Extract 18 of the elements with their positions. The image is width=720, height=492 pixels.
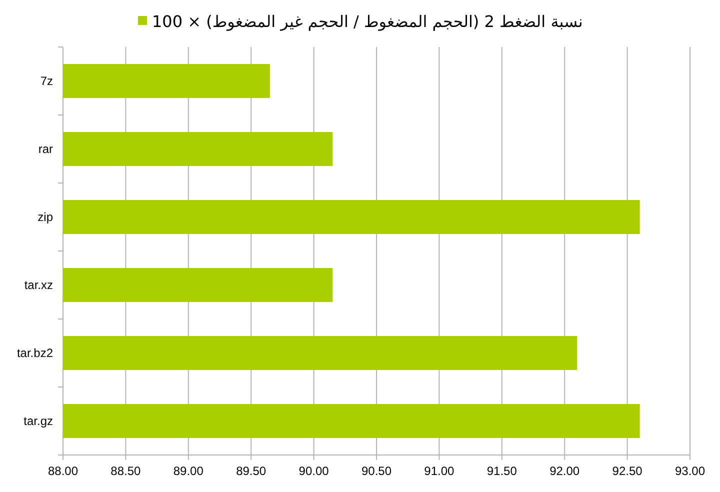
x-tick-label: 91.00 <box>424 464 455 478</box>
y-tick-label: tar.xz <box>24 278 53 292</box>
x-tick-label: 90.50 <box>361 464 392 478</box>
x-tick-label: 93.00 <box>674 464 706 478</box>
y-tick-label: rar <box>38 142 53 156</box>
y-tick-label: tar.gz <box>24 414 53 428</box>
x-tick-label: 90.00 <box>298 464 330 478</box>
y-tick-label: zip <box>38 210 54 224</box>
x-tick-label: 89.50 <box>236 464 266 478</box>
y-tick-label: 7z <box>40 74 53 88</box>
x-tick-label: 88.50 <box>110 464 142 478</box>
legend: نسبة الضغط 2 (الحجم المضغوط / الحجم غير المضغوط) × 100 <box>138 12 583 31</box>
x-tick-label: 92.00 <box>550 464 580 478</box>
x-tick-label: 91.50 <box>486 464 518 478</box>
x-tick-label: 88.00 <box>48 464 78 478</box>
y-tick-label: tar.bz2 <box>16 346 54 360</box>
x-tick-label: 92.50 <box>612 464 643 478</box>
x-tick-label: 89.00 <box>173 464 204 478</box>
